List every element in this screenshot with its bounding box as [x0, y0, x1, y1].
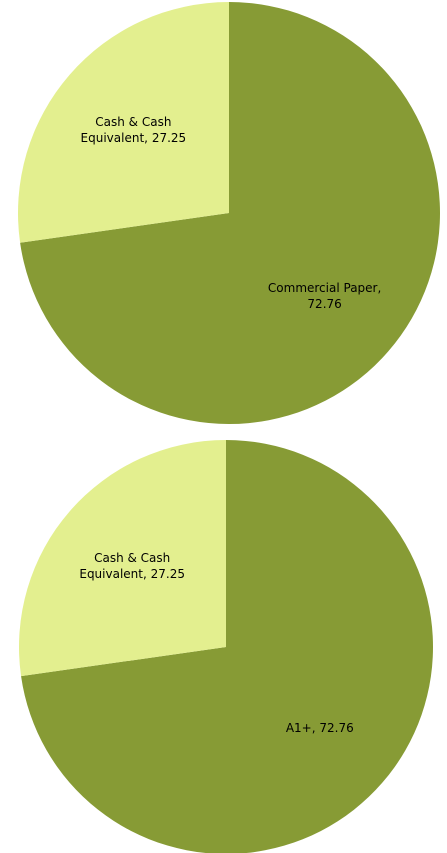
- label-category: A1+: [286, 721, 316, 735]
- data-label: A1+ 72.76: [260, 720, 380, 736]
- pie-slice: [19, 440, 227, 677]
- pie-slice: [21, 440, 433, 853]
- label-value: 72.76: [319, 721, 354, 736]
- pie-slice: [20, 2, 441, 424]
- data-label: Cash & Cash Equivalent 27.25: [72, 550, 192, 582]
- data-label: Cash & Cash Equivalent 27.25: [73, 114, 193, 146]
- pie-slice: [17, 2, 229, 243]
- label-category: Commercial Paper: [268, 281, 381, 295]
- label-value: 27.25: [150, 566, 185, 581]
- label-value: 72.76: [307, 296, 342, 311]
- data-label: Commercial Paper 72.76: [265, 280, 385, 312]
- label-value: 27.25: [151, 131, 187, 146]
